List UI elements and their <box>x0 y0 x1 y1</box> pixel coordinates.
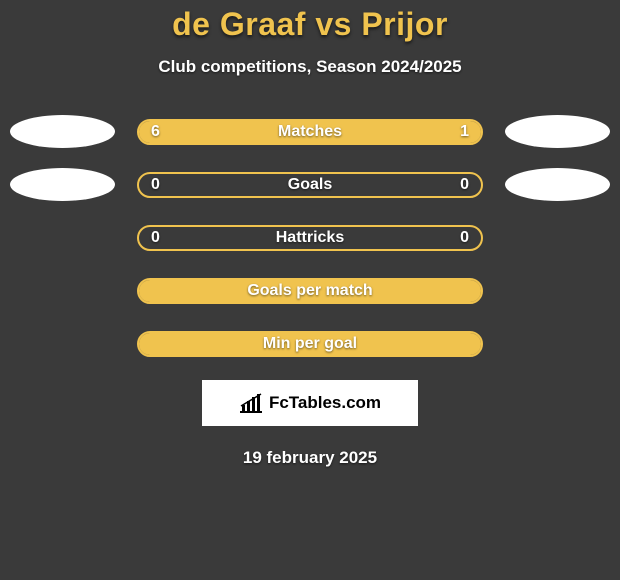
stat-row-goals: 0 Goals 0 <box>0 168 620 201</box>
stat-row-hattricks: 0 Hattricks 0 <box>0 221 620 254</box>
bar-fill-right <box>413 121 481 143</box>
brand-text: FcTables.com <box>269 393 381 413</box>
bar-fill-full <box>139 280 481 302</box>
stat-bar: 0 Goals 0 <box>137 172 483 198</box>
bar-chart-icon <box>239 393 263 413</box>
subtitle: Club competitions, Season 2024/2025 <box>0 57 620 77</box>
player-right-oval <box>505 168 610 201</box>
stat-left-value: 0 <box>151 227 160 249</box>
stat-label: Goals <box>139 174 481 196</box>
stat-bar: Min per goal <box>137 331 483 357</box>
bar-fill-left <box>139 121 413 143</box>
stat-left-value: 0 <box>151 174 160 196</box>
stat-right-value: 0 <box>460 174 469 196</box>
stat-row-min-per-goal: Min per goal <box>0 327 620 360</box>
player-left-oval <box>10 168 115 201</box>
player-right-oval <box>505 115 610 148</box>
stat-row-goals-per-match: Goals per match <box>0 274 620 307</box>
bar-fill-full <box>139 333 481 355</box>
date-text: 19 february 2025 <box>0 448 620 468</box>
page-title: de Graaf vs Prijor <box>0 6 620 43</box>
stat-bar: 0 Hattricks 0 <box>137 225 483 251</box>
stat-bar: 6 Matches 1 <box>137 119 483 145</box>
comparison-infographic: de Graaf vs Prijor Club competitions, Se… <box>0 0 620 468</box>
stat-label: Hattricks <box>139 227 481 249</box>
brand-badge: FcTables.com <box>202 380 418 426</box>
player-left-oval <box>10 115 115 148</box>
stat-right-value: 0 <box>460 227 469 249</box>
stat-row-matches: 6 Matches 1 <box>0 115 620 148</box>
stat-bar: Goals per match <box>137 278 483 304</box>
